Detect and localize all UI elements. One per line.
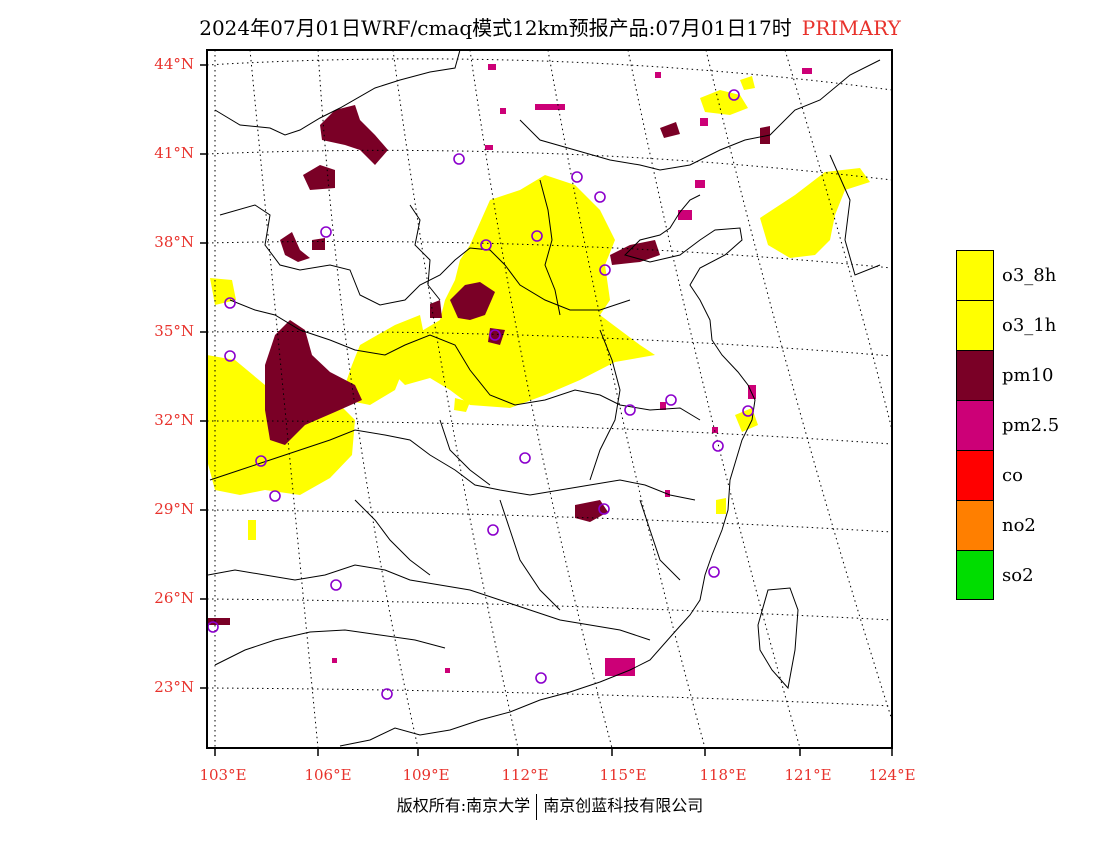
lat-label-26n: 26°N [154,589,194,607]
legend-swatch [956,500,994,550]
legend-label: co [1002,464,1023,486]
copyright-footer: 版权所有:南京大学 南京创蓝科技有限公司 [0,792,1100,820]
legend-item-o3-8h: o3_8h [956,250,1059,300]
map-title: 2024年07月01日WRF/cmaq模式12km预报产品:07月01日17时 P… [0,12,1100,41]
lon-label-112e: 112°E [501,766,549,784]
legend-label: o3_1h [1002,314,1057,336]
copyright-left: 版权所有:南京大学 [396,796,531,815]
legend-swatch [956,300,994,350]
title-text: 2024年07月01日WRF/cmaq模式12km预报产品:07月01日17时 [199,16,792,40]
footer-divider [536,793,538,820]
map-frame [206,49,893,749]
legend-label: pm2.5 [1002,414,1060,436]
legend-item-pm10: pm10 [956,350,1059,400]
legend: o3_8h o3_1h pm10 pm2.5 co no2 so2 [956,250,1059,600]
lat-label-23n: 23°N [154,678,194,696]
legend-swatch [956,550,994,600]
lat-label-38n: 38°N [154,233,194,251]
tick-marks [200,64,893,756]
lon-label-124e: 124°E [868,766,916,784]
lat-label-35n: 35°N [154,322,194,340]
lon-label-118e: 118°E [699,766,747,784]
lat-label-44n: 44°N [154,55,194,73]
legend-item-no2: no2 [956,500,1059,550]
lon-label-106e: 106°E [304,766,352,784]
primary-tag: PRIMARY [801,16,901,40]
lat-label-32n: 32°N [154,411,194,429]
legend-label: o3_8h [1002,264,1057,286]
o3-area [207,76,870,540]
legend-swatch [956,350,994,400]
legend-swatch [956,250,994,300]
graticule [207,50,892,748]
lat-label-29n: 29°N [154,500,194,518]
legend-swatch [956,450,994,500]
legend-label: so2 [1002,564,1034,586]
legend-item-co: co [956,450,1059,500]
station-markers [207,89,754,700]
legend-item-pm25: pm2.5 [956,400,1059,450]
lon-label-121e: 121°E [784,766,832,784]
legend-item-o3-1h: o3_1h [956,300,1059,350]
legend-item-so2: so2 [956,550,1059,600]
legend-swatch [956,400,994,450]
copyright-right: 南京创蓝科技有限公司 [543,796,704,815]
pm10-area [208,105,770,625]
lat-label-41n: 41°N [154,144,194,162]
lon-label-103e: 103°E [199,766,247,784]
lon-label-109e: 109°E [402,766,450,784]
lon-label-115e: 115°E [599,766,647,784]
legend-label: no2 [1002,514,1036,536]
legend-label: pm10 [1002,364,1054,386]
